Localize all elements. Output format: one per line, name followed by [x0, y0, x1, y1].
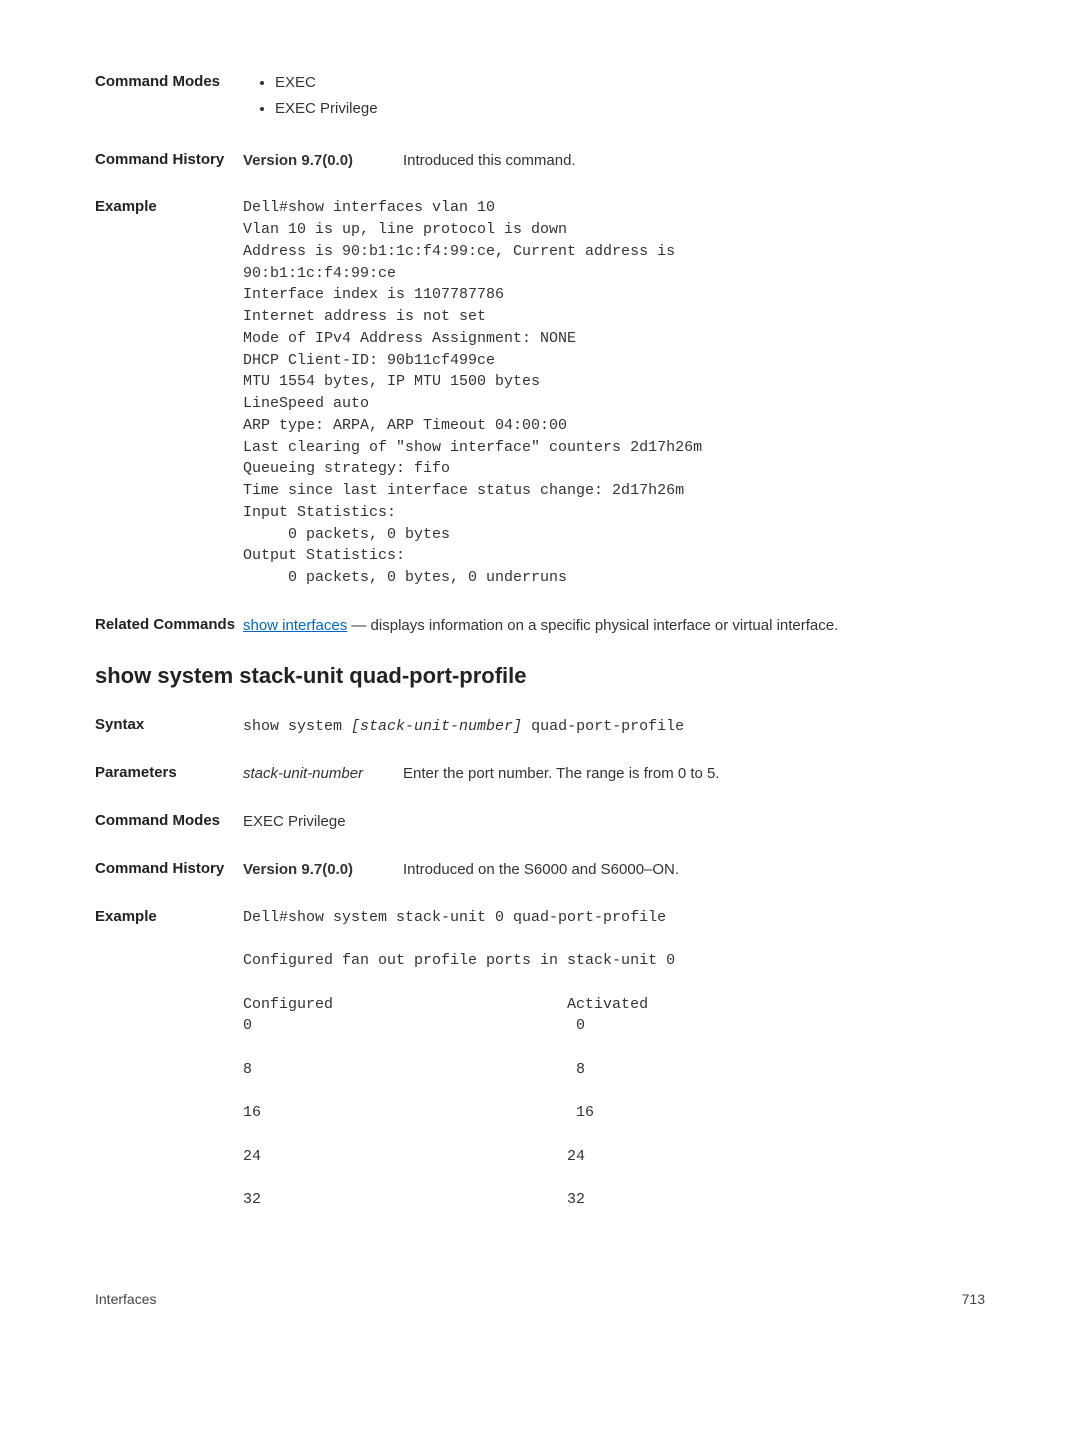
parameters-label: Parameters — [95, 763, 243, 783]
version-label-2: Version 9.7(0.0) — [243, 859, 403, 881]
example-label-2: Example — [95, 907, 243, 927]
param-desc: Enter the port number. The range is from… — [403, 763, 720, 785]
section-heading: show system stack-unit quad-port-profile — [95, 663, 985, 689]
syntax-suffix: quad-port-profile — [522, 718, 684, 735]
list-item: EXEC Privilege — [275, 98, 985, 120]
command-modes-section-2: Command Modes EXEC Privilege — [95, 811, 985, 833]
related-commands-label: Related Commands — [95, 615, 243, 635]
example-section: Example Dell#show interfaces vlan 10 Vla… — [95, 197, 985, 589]
list-item: EXEC — [275, 72, 985, 94]
version-label: Version 9.7(0.0) — [243, 150, 403, 172]
command-modes-section: Command Modes EXEC EXEC Privilege — [95, 72, 985, 124]
example-label: Example — [95, 197, 243, 217]
command-modes-content-2: EXEC Privilege — [243, 811, 985, 833]
related-commands-content: show interfaces — displays information o… — [243, 615, 985, 637]
command-history-section: Command History Version 9.7(0.0) Introdu… — [95, 150, 985, 172]
command-history-content: Version 9.7(0.0) Introduced this command… — [243, 150, 985, 172]
example-code-2: Dell#show system stack-unit 0 quad-port-… — [243, 907, 985, 1212]
footer-right: 713 — [962, 1291, 985, 1307]
parameters-content: stack-unit-number Enter the port number.… — [243, 763, 985, 785]
syntax-section: Syntax show system [stack-unit-number] q… — [95, 715, 985, 738]
related-commands-section: Related Commands show interfaces — displ… — [95, 615, 985, 637]
command-modes-label-2: Command Modes — [95, 811, 243, 831]
syntax-content: show system [stack-unit-number] quad-por… — [243, 715, 985, 738]
related-text: — displays information on a specific phy… — [347, 617, 838, 634]
example-content: Dell#show interfaces vlan 10 Vlan 10 is … — [243, 197, 985, 589]
syntax-label: Syntax — [95, 715, 243, 735]
syntax-ital: [stack-unit-number] — [351, 718, 522, 735]
command-history-section-2: Command History Version 9.7(0.0) Introdu… — [95, 859, 985, 881]
command-history-label: Command History — [95, 150, 243, 170]
show-interfaces-link[interactable]: show interfaces — [243, 617, 347, 634]
command-history-content-2: Version 9.7(0.0) Introduced on the S6000… — [243, 859, 985, 881]
parameters-section: Parameters stack-unit-number Enter the p… — [95, 763, 985, 785]
command-modes-content: EXEC EXEC Privilege — [243, 72, 985, 124]
command-modes-label: Command Modes — [95, 72, 243, 92]
example-code: Dell#show interfaces vlan 10 Vlan 10 is … — [243, 197, 985, 589]
example-section-2: Example Dell#show system stack-unit 0 qu… — [95, 907, 985, 1212]
page-footer: Interfaces 713 — [95, 1291, 985, 1307]
example-content-2: Dell#show system stack-unit 0 quad-port-… — [243, 907, 985, 1212]
footer-left: Interfaces — [95, 1291, 156, 1307]
param-name: stack-unit-number — [243, 763, 403, 785]
syntax-prefix: show system — [243, 718, 351, 735]
version-desc-2: Introduced on the S6000 and S6000–ON. — [403, 859, 679, 881]
command-modes-list: EXEC EXEC Privilege — [243, 72, 985, 120]
command-history-label-2: Command History — [95, 859, 243, 879]
version-desc: Introduced this command. — [403, 150, 576, 172]
